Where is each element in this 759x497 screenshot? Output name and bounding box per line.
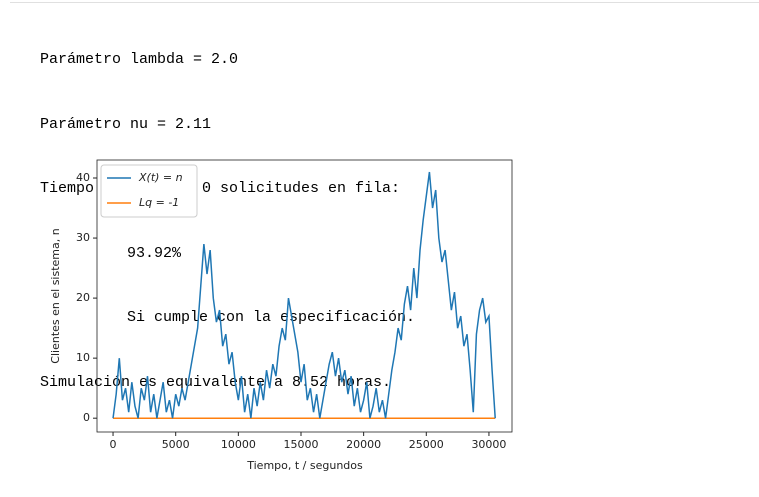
x-tick-label: 15000 [283,438,318,451]
output-line: Parámetro nu = 2.11 [40,115,212,133]
y-tick-label: 20 [76,291,90,304]
data-line [112,171,496,419]
legend-label: Lq = -1 [139,196,179,209]
y-tick-label: 40 [76,171,90,184]
x-tick-label: 10000 [221,438,256,451]
output-line: Si cumple con la especificación. [127,309,416,326]
y-tick-label: 30 [76,231,90,244]
x-tick-label: 20000 [346,438,381,451]
output-line: Parámetro lambda = 2.0 [40,51,239,68]
x-axis-label: Tiempo, t / segundos [246,459,363,472]
x-tick-label: 0 [110,438,117,451]
x-tick-label: 25000 [409,438,444,451]
output-line: 93.92% [127,244,182,262]
y-tick-label: 10 [76,351,90,364]
x-tick-label: 30000 [471,438,506,451]
y-tick-label: 0 [83,411,90,424]
y-axis-label: Clientes en el sistema, n [49,228,62,363]
plot-frame [96,159,513,433]
x-tick-label: 5000 [162,438,190,451]
top-rule [10,2,759,3]
legend-label: X(t) = n [138,171,183,184]
